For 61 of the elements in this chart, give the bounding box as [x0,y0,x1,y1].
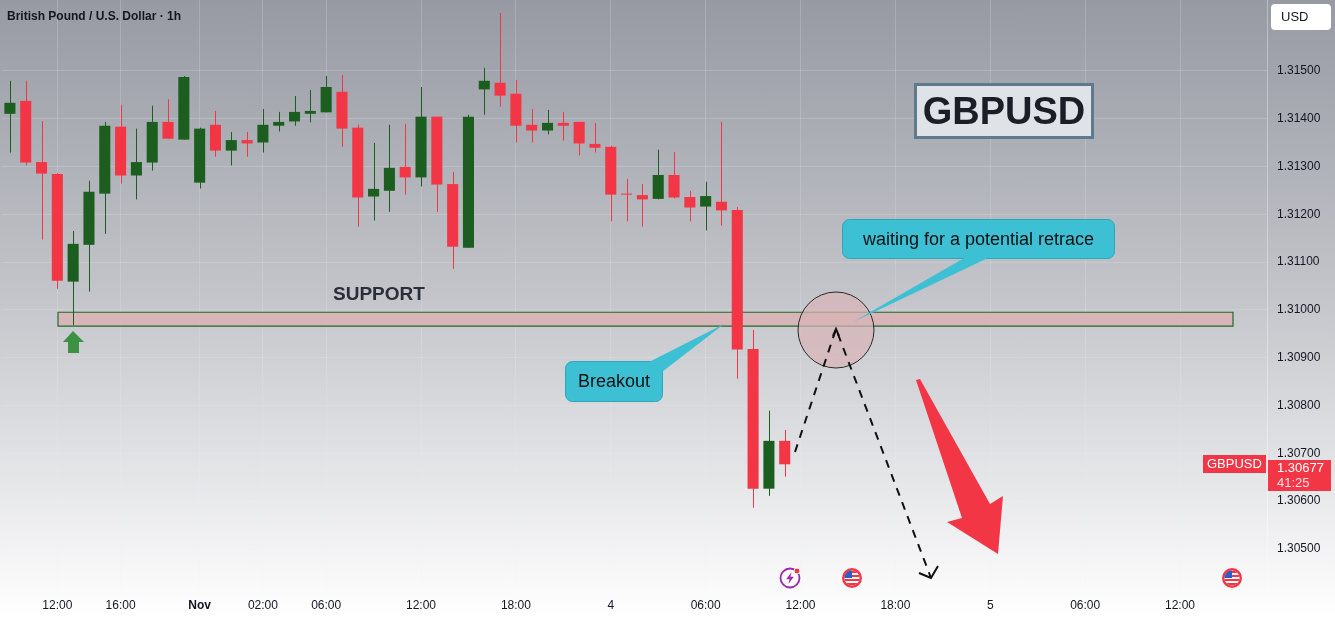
candlestick [573,121,585,156]
candlestick [289,95,301,127]
y-tick-label: 1.31300 [1277,158,1321,173]
candlestick [715,121,727,227]
candlestick [399,123,411,196]
annotation: Breakout [565,361,663,402]
candlestick [273,111,285,132]
candlestick [652,149,664,200]
x-tick-label: 12:00 [1165,597,1196,612]
x-tick-label: 06:00 [690,597,721,612]
x-tick-label: 18:00 [880,597,911,612]
candlestick [162,98,174,140]
candlestick [542,109,554,135]
candlestick [494,12,506,108]
x-tick-label: 5 [986,597,994,612]
y-tick-label: 1.30800 [1277,397,1321,412]
y-tick-label: 1.31100 [1277,254,1320,269]
candlestick [257,108,269,154]
candlestick [478,67,490,116]
y-tick-label: 1.31000 [1277,302,1321,317]
x-tick-label: 02:00 [247,597,279,612]
x-tick-label: 16:00 [105,597,136,612]
candlestick [589,122,601,154]
candlestick [225,131,237,166]
y-tick-label: 1.30900 [1277,349,1321,364]
x-tick-label: 12:00 [785,597,816,612]
candlestick [304,89,316,123]
x-tick-label: 06:00 [1070,597,1101,612]
candlestick [557,111,569,142]
candlestick [700,181,712,231]
x-tick-label: 18:00 [500,597,532,612]
candlestick [621,178,633,222]
candlestick [383,124,395,213]
candlestick [368,142,380,221]
text: British Pound / U.S. Dollar · 1h [7,9,182,23]
x-tick-label: Nov [188,597,212,612]
text: 1.30677 [1268,460,1331,476]
candlestick [668,151,680,199]
candlestick [4,80,16,154]
x-tick-label: 4 [607,597,615,612]
x-tick-label: 12:00 [42,597,73,612]
band-label: SUPPORT [333,283,425,306]
candlestick [636,183,648,228]
y-tick-label: 1.31200 [1277,206,1321,221]
y-tick-label: 1.31400 [1277,110,1321,125]
annotation: GBPUSD [1203,455,1266,474]
candlestick [526,108,538,143]
candlestick [130,128,142,200]
y-tick-label: 1.30500 [1277,541,1321,556]
annotation: waiting for a potential retrace [842,219,1115,259]
annotation: GBPUSD [914,83,1094,139]
candlestick [36,120,48,241]
y-tick-label: 1.30600 [1277,493,1321,508]
y-tick-label: 1.31500 [1277,63,1321,78]
y-axis-title: USD [1271,4,1331,30]
text: 41:25 [1268,475,1331,492]
candlestick [684,190,696,222]
x-tick-label: 06:00 [311,597,342,612]
y-tick-label: 1.30700 [1277,445,1321,460]
candlestick [779,429,791,478]
x-tick-label: 12:00 [406,597,437,612]
